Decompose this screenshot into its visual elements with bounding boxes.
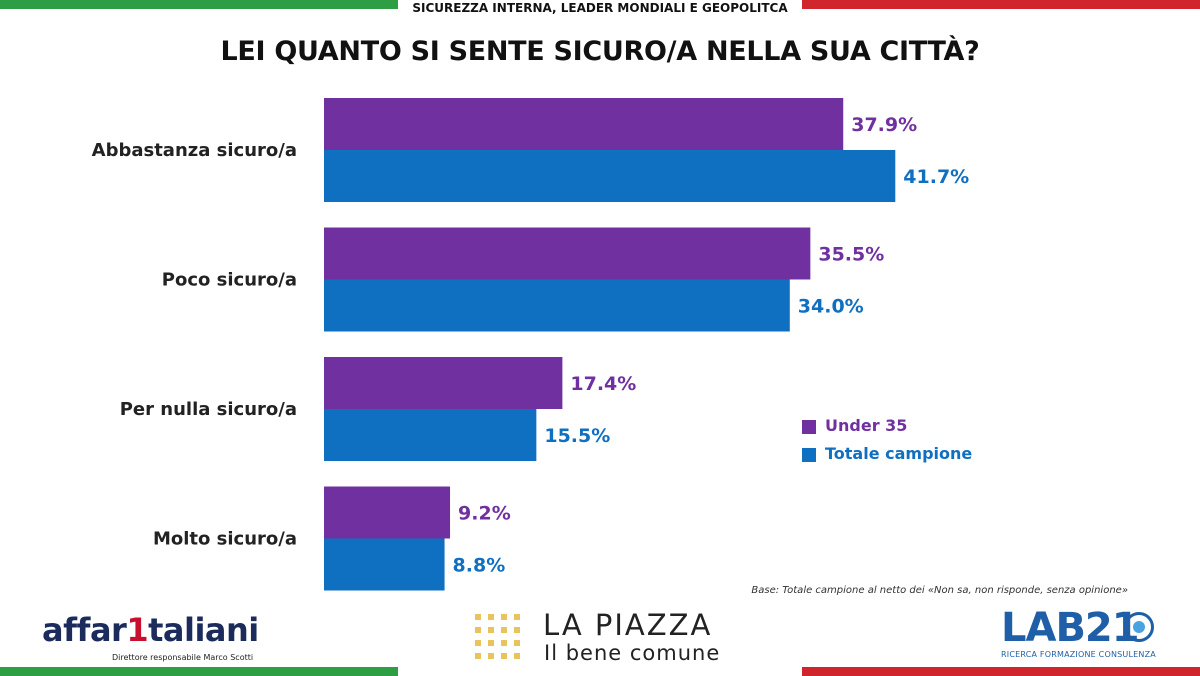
affari-logo-pre: affar	[42, 611, 127, 649]
section-header: SICUREZZA INTERNA, LEADER MONDIALI E GEO…	[412, 1, 788, 15]
data-label-totale-4: 8.8%	[453, 555, 506, 577]
bar-under35-4	[324, 486, 451, 539]
flag-bar-red-top	[802, 0, 1200, 9]
data-label-totale-2: 34.0%	[798, 296, 864, 318]
data-label-under35-3: 17.4%	[570, 373, 636, 395]
legend-swatch-totale	[802, 448, 816, 462]
bar-totale-4	[324, 538, 445, 591]
legend-item-under35: Under 35	[802, 411, 972, 439]
data-label-totale-3: 15.5%	[544, 425, 610, 447]
data-label-under35-2: 35.5%	[818, 244, 884, 266]
la-piazza-subtitle: Il bene comune	[544, 641, 721, 665]
category-label: Molto sicuro/a	[153, 529, 297, 550]
legend-item-totale: Totale campione	[802, 439, 972, 467]
affari-subtitle: Direttore responsabile Marco Scotti	[112, 653, 254, 662]
data-label-under35-4: 9.2%	[458, 503, 511, 525]
legend-label-under35: Under 35	[825, 415, 908, 435]
lab21-logo: LAB21	[1001, 605, 1140, 651]
legend-swatch-under35	[802, 420, 816, 434]
data-label-totale-1: 41.7%	[903, 166, 969, 188]
flag-bar-green-bottom	[0, 667, 398, 676]
affari-logo-one: 1	[126, 611, 149, 649]
lab21-circle-icon	[1124, 612, 1154, 642]
bar-under35-1	[324, 98, 844, 150]
flag-bar-green-top	[0, 0, 398, 9]
affari-logo-post: taliani	[148, 611, 259, 649]
category-label: Poco sicuro/a	[162, 270, 297, 291]
base-note: Base: Totale campione al netto dei «Non …	[751, 585, 1128, 596]
chart-title: LEI QUANTO SI SENTE SICURO/A NELLA SUA C…	[220, 36, 980, 67]
category-label: Abbastanza sicuro/a	[92, 140, 297, 161]
data-label-under35-1: 37.9%	[851, 114, 917, 136]
la-piazza-logo: LA PIAZZA	[543, 608, 713, 642]
bar-under35-2	[324, 227, 811, 280]
lab21-subtitle: RICERCA FORMAZIONE CONSULENZA	[1001, 650, 1156, 659]
la-piazza-dots-icon	[475, 614, 525, 664]
chart-legend: Under 35 Totale campione	[802, 411, 972, 467]
bar-totale-2	[324, 279, 790, 332]
bar-under35-3	[324, 357, 563, 409]
category-label: Per nulla sicuro/a	[120, 399, 297, 420]
legend-label-totale: Totale campione	[825, 443, 973, 463]
flag-bar-red-bottom	[802, 667, 1200, 676]
bar-totale-1	[324, 150, 896, 202]
affaritaliani-logo: affar1taliani	[42, 612, 259, 648]
bar-totale-3	[324, 409, 537, 461]
